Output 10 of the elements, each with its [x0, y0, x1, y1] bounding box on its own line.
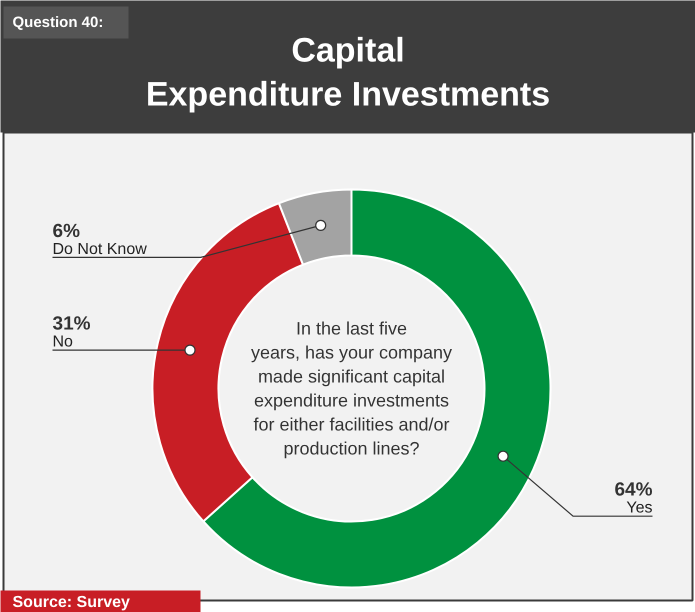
slice-label: Yes: [626, 500, 653, 517]
slice-label: Do Not Know: [52, 240, 148, 258]
source-note: Source: Survey: [12, 594, 130, 611]
data-label: 64%: [614, 480, 653, 501]
chart-title: Capital Expenditure Investments: [146, 32, 550, 114]
text: Question 40:: [12, 14, 104, 31]
slice-label: No: [52, 334, 74, 351]
text: In the last five years, has your company made significant capital expenditure investments for either facilities and/or production lines?: [250, 318, 452, 458]
data-label: 31%: [52, 314, 91, 335]
data-label: 6%: [52, 220, 80, 242]
